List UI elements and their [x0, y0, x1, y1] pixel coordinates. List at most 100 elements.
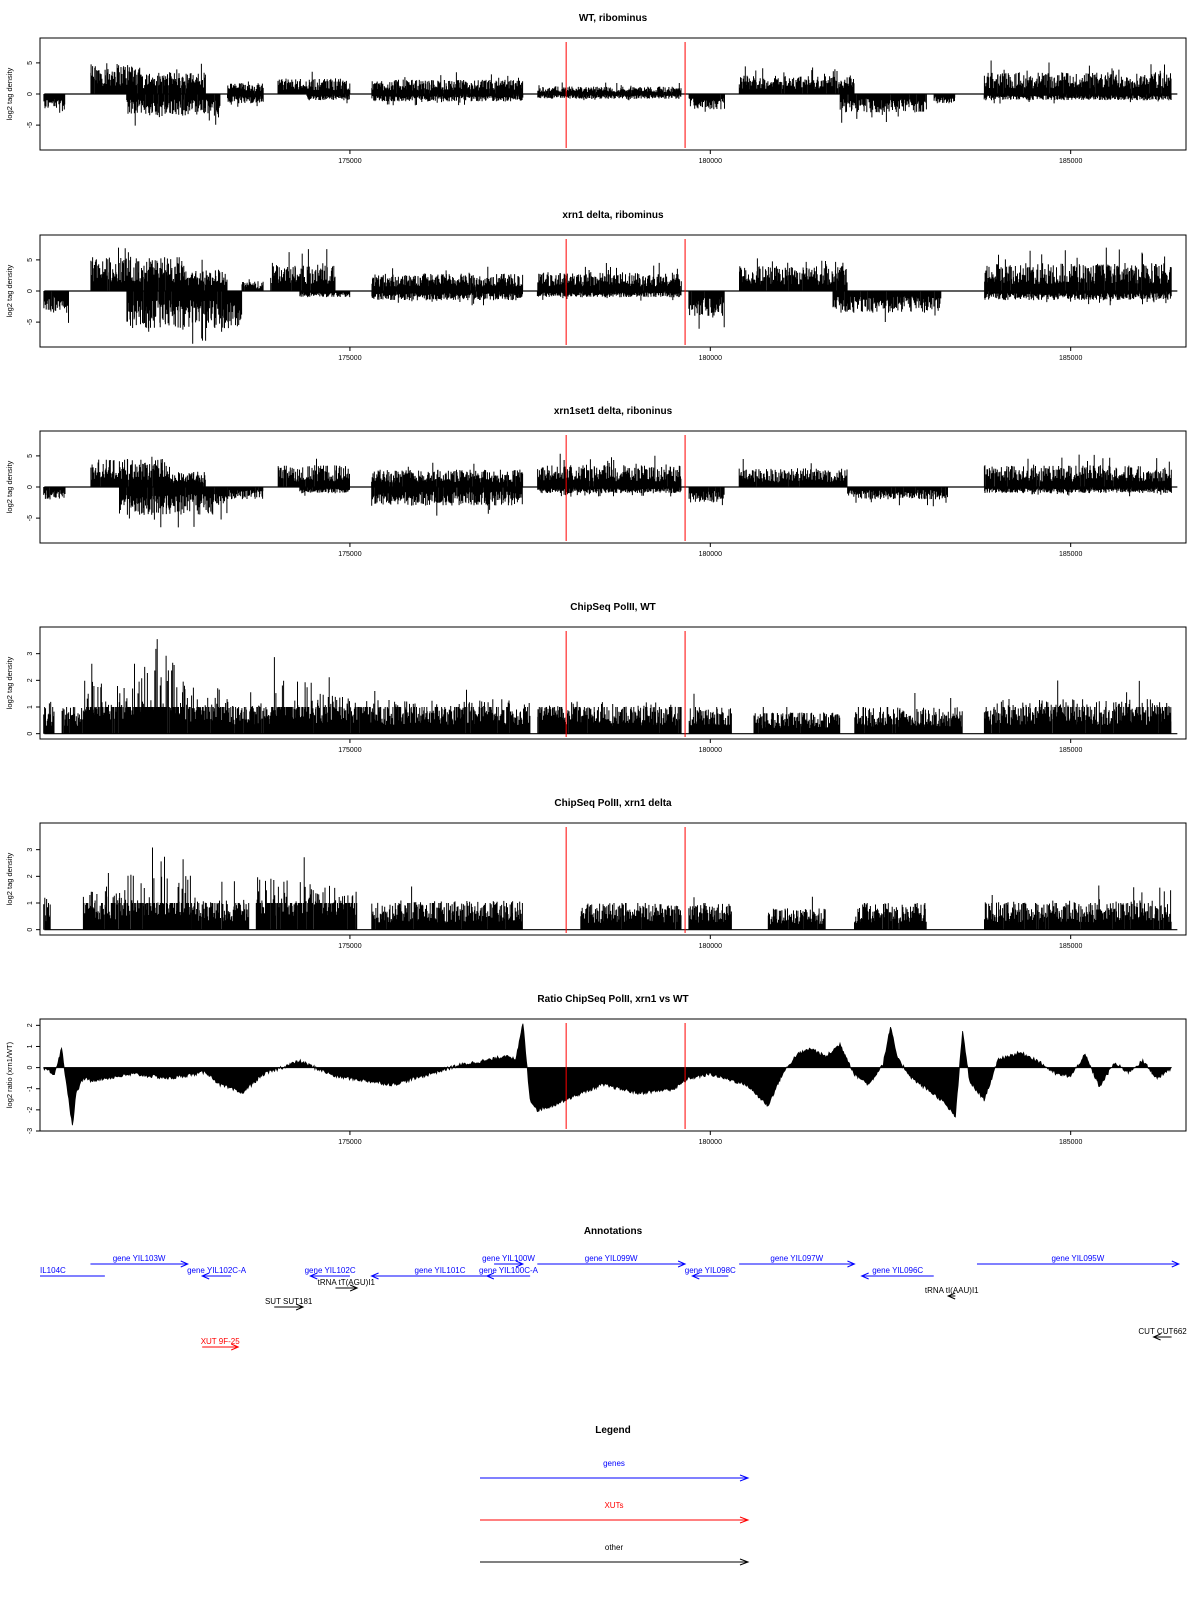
annotation-feature: gene YIL102C	[305, 1266, 356, 1280]
signal-bar-group	[753, 707, 841, 734]
signal-segment-7	[371, 266, 524, 291]
signal-bar-group	[43, 291, 69, 323]
signal-segment-0	[43, 94, 66, 113]
signal-bar-group	[371, 266, 524, 291]
signal-segment-6	[299, 291, 351, 298]
track-title: WT, ribominus	[579, 13, 648, 24]
y-tick-label: 0	[27, 1066, 34, 1070]
signal-segment-16	[933, 94, 956, 104]
signal-segment-17	[983, 60, 1172, 94]
signal-bar-group	[371, 72, 524, 94]
y-tick-label: 1	[27, 1044, 34, 1048]
signal-segment-1	[90, 247, 185, 291]
signal-bar-group	[688, 291, 725, 329]
signal-segment-8	[364, 689, 531, 734]
x-tick-label: 185000	[1059, 355, 1082, 362]
signal-bar-group	[738, 66, 855, 94]
signal-segment-9	[537, 262, 682, 291]
y-tick-label: 0	[27, 928, 34, 932]
signal-bar-group	[983, 94, 1172, 104]
feature-label: gene YIL100W	[482, 1254, 535, 1263]
feature-label: gene YIL103W	[113, 1254, 166, 1263]
signal-segment-1	[82, 873, 127, 930]
feature-label: gene YIL101C	[415, 1266, 466, 1275]
signal-bar-group	[277, 78, 307, 94]
signal-bar-group	[983, 60, 1172, 94]
signal-segment-5	[277, 458, 350, 487]
track-title: xrn1 delta, ribominus	[562, 210, 664, 221]
signal-bar-group	[90, 456, 170, 487]
arrow-left-icon	[370, 1272, 379, 1280]
signal-segment-5	[270, 249, 336, 291]
signal-bar-group	[688, 897, 732, 930]
y-tick-label: 2	[27, 874, 34, 878]
feature-label: gene YIL102C	[305, 1266, 356, 1275]
y-tick-label: 0	[27, 92, 34, 96]
signal-segment-6	[299, 487, 350, 496]
signal-bar-group	[133, 639, 185, 734]
signal-segment-12	[739, 258, 848, 291]
signal-bar-group	[854, 903, 927, 930]
signal-segment-15	[984, 487, 1172, 497]
y-tick-label: -3	[27, 1128, 34, 1134]
signal-bar-group	[688, 94, 725, 112]
plot-frame	[39, 626, 1187, 740]
signal-segment-14	[984, 247, 1172, 291]
arrow-right-icon	[677, 1260, 687, 1268]
arrow-right-icon	[180, 1260, 190, 1268]
signal-segment-5	[313, 885, 358, 930]
y-tick-label: 5	[27, 258, 34, 262]
arrow-left-icon	[1152, 1333, 1161, 1341]
feature-label: tRNA tI(AAU)I1	[925, 1286, 979, 1295]
x-tick-label: 175000	[338, 355, 361, 362]
signal-bar-group	[227, 487, 264, 500]
track-panel-3: ChipSeq PolII, WT 0 1 2 3 log2 tag density 175…	[5, 602, 1187, 754]
signal-bar-group	[983, 454, 1172, 487]
legend-item-1: XUTs	[480, 1501, 750, 1524]
signal-segment-0	[43, 701, 55, 734]
signal-bar-group	[184, 685, 228, 734]
signal-bar-group	[984, 291, 1172, 306]
ratio-area	[43, 1023, 1172, 1126]
signal-segment-10	[688, 693, 732, 734]
signal-bar-group	[126, 291, 243, 344]
signal-bar-group	[82, 663, 134, 734]
signal-bars	[43, 1023, 1172, 1126]
y-tick-label: -5	[27, 515, 34, 521]
x-tick-label: 175000	[338, 747, 361, 754]
signal-bar-group	[191, 881, 250, 930]
signal-segment-18	[983, 94, 1172, 104]
signal-segment-2	[82, 663, 134, 734]
signal-segment-11	[688, 291, 725, 329]
signal-segment-1	[90, 456, 170, 487]
legend-title: Legend	[595, 1425, 631, 1436]
signal-segment-9	[537, 453, 682, 487]
y-tick-label: 3	[27, 848, 34, 852]
x-tick-label: 180000	[699, 1139, 722, 1146]
signal-bar-group	[126, 94, 221, 126]
signal-bar-group	[299, 487, 350, 496]
x-tick-label: 180000	[699, 158, 722, 165]
signal-bar-group	[537, 262, 682, 291]
annotations-title: Annotations	[584, 1226, 643, 1237]
arrow-right-icon	[1171, 1260, 1181, 1268]
y-tick-label: 2	[27, 1023, 34, 1027]
signal-segment-4	[227, 81, 264, 94]
signal-bar-group	[43, 487, 66, 500]
x-tick-label: 180000	[699, 943, 722, 950]
annotation-feature: gene YIL102C-A	[187, 1266, 247, 1280]
y-axis-label: log2 tag density	[5, 67, 14, 120]
signal-segment-13	[688, 94, 725, 112]
y-tick-label: -5	[27, 122, 34, 128]
annotation-feature: IL104C	[40, 1266, 105, 1277]
signal-segment-13	[983, 680, 1172, 734]
arrow-right-icon	[231, 1343, 240, 1351]
signal-bars	[43, 453, 1172, 528]
annotation-feature: tRNA tI(AAU)I1	[925, 1286, 979, 1300]
track-panels: WT, ribominus -5 0 5 log2 tag density 175000 1…	[5, 13, 1187, 1146]
signal-bar-group	[688, 693, 732, 734]
signal-bar-group	[832, 291, 942, 322]
signal-bar-group	[183, 259, 228, 291]
y-tick-label: -5	[27, 319, 34, 325]
x-tick-label: 175000	[338, 1139, 361, 1146]
